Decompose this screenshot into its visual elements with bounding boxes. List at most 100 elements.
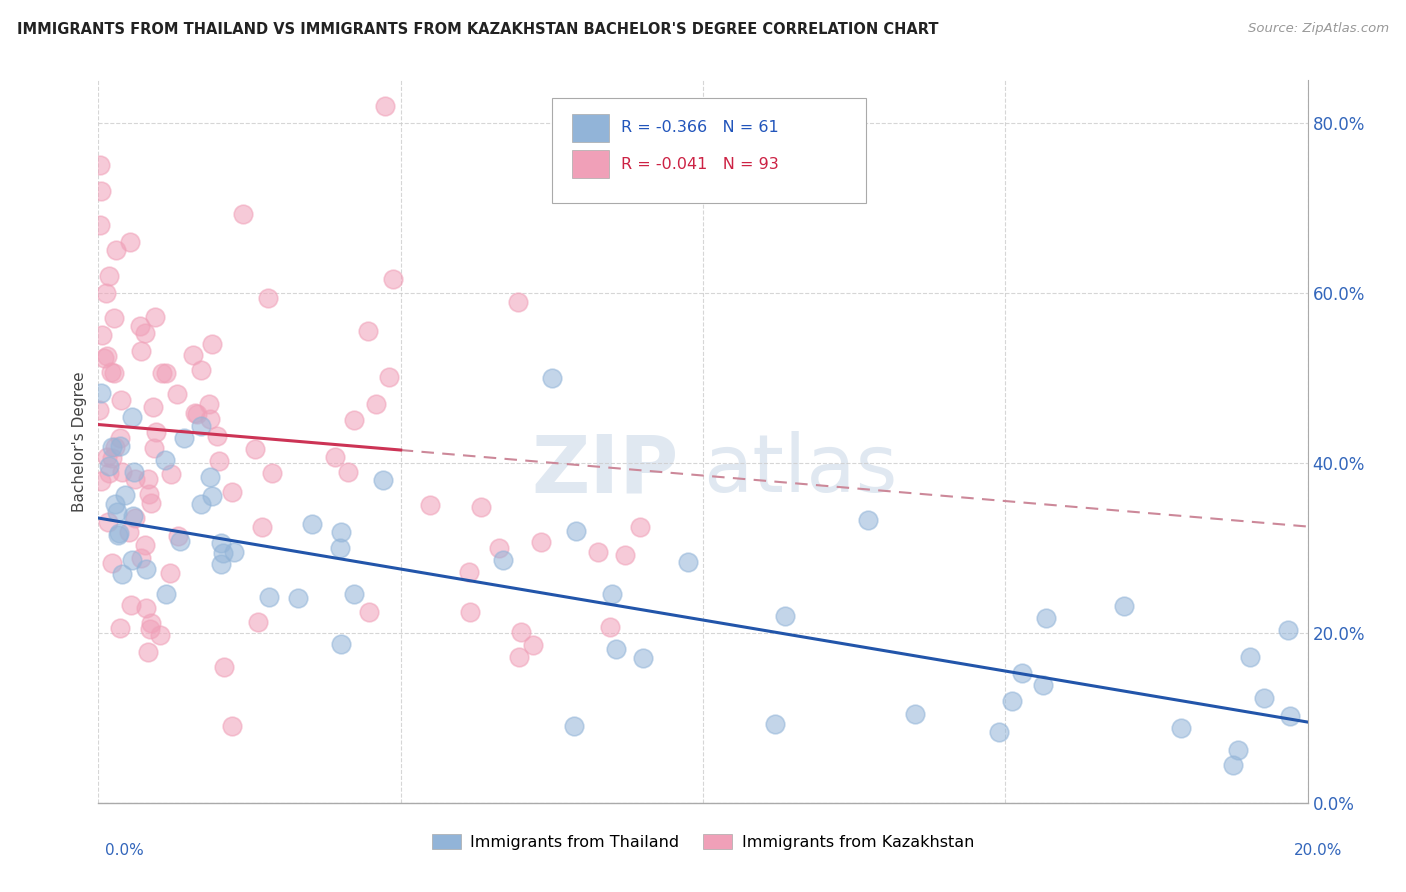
Point bbox=[205, 429, 228, 443]
Point bbox=[105, 244, 128, 258]
Point bbox=[129, 344, 152, 359]
Point bbox=[150, 366, 173, 380]
Point bbox=[96, 285, 118, 300]
Text: atlas: atlas bbox=[703, 432, 897, 509]
Text: 0.0%: 0.0% bbox=[105, 843, 145, 858]
Point bbox=[605, 641, 627, 656]
Point bbox=[628, 520, 651, 534]
Point bbox=[98, 458, 121, 473]
Point bbox=[329, 541, 352, 555]
Point bbox=[89, 403, 111, 417]
Text: Source: ZipAtlas.com: Source: ZipAtlas.com bbox=[1249, 22, 1389, 36]
Point bbox=[104, 440, 127, 454]
Point bbox=[366, 397, 388, 411]
Y-axis label: Bachelor's Degree: Bachelor's Degree bbox=[72, 371, 87, 512]
Point bbox=[103, 311, 125, 326]
Point bbox=[329, 637, 352, 651]
Point bbox=[773, 608, 796, 623]
Bar bbox=[572, 114, 609, 142]
Point bbox=[458, 565, 481, 579]
Point bbox=[129, 550, 152, 565]
Point bbox=[488, 541, 510, 555]
Point bbox=[1222, 758, 1244, 772]
Point bbox=[108, 526, 131, 541]
Point bbox=[209, 535, 232, 549]
Point bbox=[139, 616, 162, 631]
Point bbox=[90, 474, 112, 488]
Point bbox=[371, 473, 394, 487]
Point bbox=[359, 605, 381, 619]
Point bbox=[676, 555, 699, 569]
Point bbox=[160, 467, 183, 482]
Point bbox=[201, 489, 224, 503]
Point bbox=[904, 706, 927, 721]
Point bbox=[135, 601, 157, 615]
Point bbox=[190, 418, 212, 433]
Point bbox=[101, 556, 124, 570]
Point bbox=[118, 525, 141, 540]
Point bbox=[103, 366, 125, 380]
Point bbox=[1308, 637, 1330, 651]
Point bbox=[118, 235, 141, 249]
Point bbox=[121, 553, 143, 567]
Point bbox=[856, 513, 879, 527]
Point bbox=[121, 409, 143, 424]
Point bbox=[143, 441, 166, 455]
Point bbox=[184, 406, 207, 420]
Point bbox=[600, 587, 623, 601]
Point bbox=[508, 650, 530, 665]
Point bbox=[208, 454, 231, 468]
Point bbox=[97, 466, 120, 480]
Point bbox=[257, 291, 280, 305]
Point bbox=[145, 425, 167, 440]
Text: IMMIGRANTS FROM THAILAND VS IMMIGRANTS FROM KAZAKHSTAN BACHELOR'S DEGREE CORRELA: IMMIGRANTS FROM THAILAND VS IMMIGRANTS F… bbox=[17, 22, 938, 37]
Point bbox=[190, 497, 212, 511]
Point bbox=[155, 366, 177, 380]
Point bbox=[257, 590, 280, 604]
Point bbox=[104, 497, 127, 511]
Point bbox=[138, 622, 160, 636]
Point bbox=[382, 271, 405, 285]
Point bbox=[93, 351, 115, 366]
Point bbox=[100, 366, 122, 380]
Bar bbox=[572, 151, 609, 178]
Point bbox=[201, 337, 224, 351]
Point bbox=[122, 509, 145, 524]
Point bbox=[510, 625, 533, 640]
Point bbox=[586, 545, 609, 559]
Point bbox=[470, 500, 492, 515]
Point bbox=[1032, 678, 1054, 692]
Point bbox=[89, 158, 111, 172]
Point bbox=[155, 586, 177, 600]
Point bbox=[96, 450, 118, 465]
Point bbox=[506, 295, 529, 310]
Point bbox=[540, 371, 562, 385]
Point bbox=[90, 386, 112, 401]
Point bbox=[1227, 743, 1250, 757]
Point bbox=[1253, 690, 1275, 705]
Point bbox=[245, 442, 267, 456]
Point bbox=[138, 487, 160, 501]
Point bbox=[260, 467, 283, 481]
Point bbox=[138, 472, 160, 486]
Point bbox=[337, 465, 360, 479]
Point bbox=[247, 615, 270, 629]
Point bbox=[129, 318, 152, 333]
Point bbox=[107, 528, 129, 542]
Point bbox=[1170, 722, 1192, 736]
Text: 20.0%: 20.0% bbox=[1295, 843, 1343, 858]
Point bbox=[250, 520, 273, 534]
Point bbox=[97, 516, 120, 530]
Text: ZIP: ZIP bbox=[531, 432, 679, 509]
Point bbox=[599, 620, 621, 634]
Point bbox=[301, 516, 323, 531]
Point bbox=[631, 650, 654, 665]
Point bbox=[209, 557, 232, 571]
Point bbox=[1239, 649, 1261, 664]
Point bbox=[110, 392, 132, 407]
Point bbox=[91, 328, 114, 343]
Point bbox=[378, 370, 401, 384]
Point bbox=[134, 538, 156, 552]
Point bbox=[198, 469, 221, 483]
Point bbox=[522, 638, 544, 652]
